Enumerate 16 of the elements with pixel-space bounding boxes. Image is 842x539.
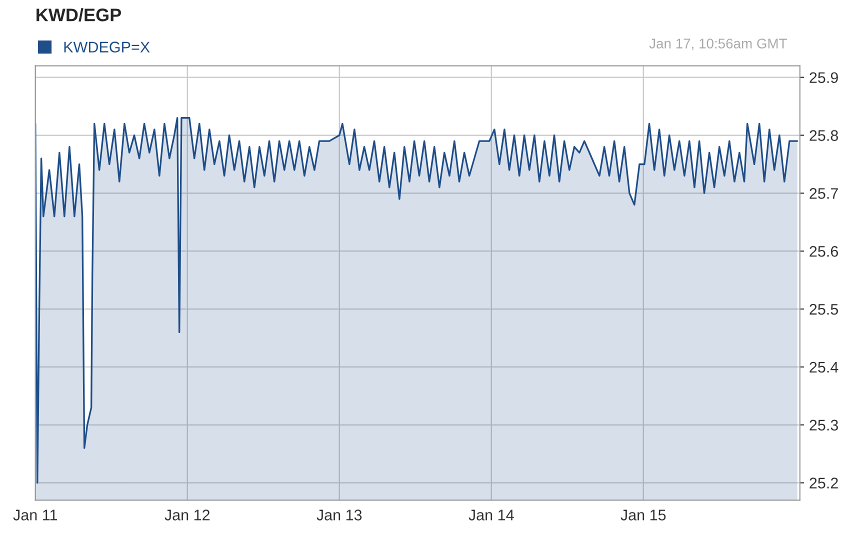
y-tick-label: 25.5 <box>810 304 838 315</box>
y-tick-label: 25.7 <box>810 188 838 199</box>
x-tick-label: Jan 13 <box>316 510 362 520</box>
text: Jan 17, 10:56am GMT <box>649 38 787 50</box>
y-tick-label: 25.4 <box>810 362 838 373</box>
x-tick-label: Jan 11 <box>13 510 57 520</box>
x-tick-label: Jan 15 <box>620 510 666 520</box>
x-tick-label: Jan 12 <box>164 510 210 520</box>
y-tick-label: 25.9 <box>810 72 838 84</box>
y-tick-label: 25.6 <box>810 246 838 257</box>
x-tick-label: Jan 14 <box>468 510 514 520</box>
y-tick-label: 25.2 <box>810 478 838 488</box>
legend-label: KWDEGP=X <box>64 42 150 52</box>
y-tick-label: 25.3 <box>810 420 838 431</box>
y-tick-label: 25.8 <box>810 130 838 141</box>
chart-title: KWD/EGP <box>36 8 122 22</box>
